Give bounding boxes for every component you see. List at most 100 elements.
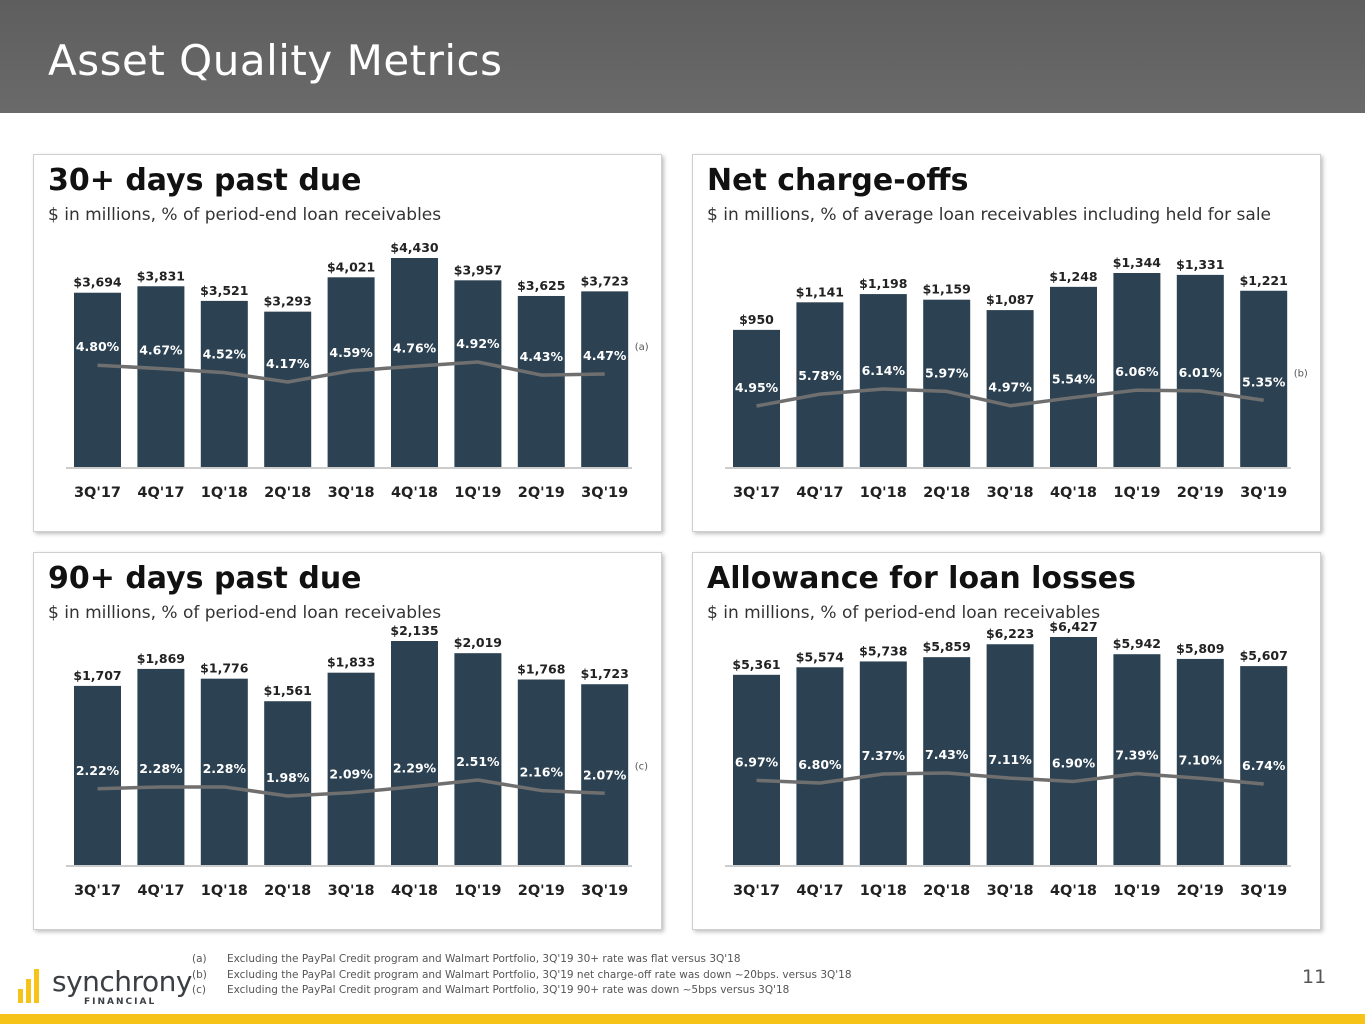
chart-title: Net charge-offs (707, 163, 969, 198)
category-tick-label: 2Q'19 (518, 883, 565, 899)
footnote-text: Excluding the PayPal Credit program and … (227, 953, 741, 965)
synchrony-logo-icon (18, 969, 39, 1003)
rate-value-label: 7.43% (925, 747, 969, 762)
rate-value-label: 6.97% (735, 754, 779, 769)
bar-value-label: $1,221 (1240, 273, 1288, 288)
footnote-b: (b) Excluding the PayPal Credit program … (192, 968, 852, 984)
category-tick-label: 1Q'18 (860, 485, 907, 501)
bar-value-label: $1,768 (517, 662, 565, 677)
category-tick-label: 4Q'17 (137, 485, 184, 501)
bar-4Q'17 (137, 286, 185, 467)
bar-value-label: $1,159 (923, 282, 971, 297)
page-number: 11 (1302, 966, 1327, 988)
category-tick-label: 4Q'18 (391, 485, 438, 501)
bar-value-label: $1,198 (859, 276, 907, 291)
bar-value-label: $4,430 (390, 240, 439, 255)
footnote-label: (a) (192, 953, 207, 965)
rate-value-label: 5.35% (1242, 374, 1286, 389)
rate-value-label: 4.97% (988, 380, 1032, 395)
bar-2Q'19 (1176, 658, 1224, 865)
bar-value-label: $3,625 (517, 278, 565, 293)
category-tick-label: 4Q'17 (796, 485, 843, 501)
rate-value-label: 7.39% (1115, 748, 1159, 763)
bar-value-label: $5,859 (923, 639, 971, 654)
bar-4Q'18 (1050, 286, 1097, 467)
category-tick-label: 1Q'18 (201, 883, 248, 899)
bar-3Q'18 (986, 644, 1034, 865)
rate-value-label: 2.09% (329, 767, 373, 782)
bar-value-label: $1,776 (200, 661, 249, 676)
logo-wordmark: synchrony (52, 965, 192, 998)
rate-value-label: 4.80% (76, 339, 120, 354)
footnote-label: (b) (192, 968, 207, 981)
bar-value-label: $2,135 (390, 623, 438, 638)
rate-value-label: 6.01% (1179, 365, 1223, 380)
category-tick-label: 1Q'18 (860, 883, 907, 899)
category-tick-label: 2Q'19 (1177, 485, 1224, 501)
rate-value-label: 2.07% (583, 767, 627, 782)
rate-value-label: 7.10% (1179, 752, 1223, 767)
bar-value-label: $5,361 (732, 657, 780, 672)
chart-90-days-past-due: $1,707 3Q'17 $1,869 4Q'17 $1,776 1Q'18 $1,561 2… (66, 623, 648, 899)
bar-value-label: $950 (739, 312, 774, 327)
rate-line (97, 360, 605, 384)
footnote-c: (c) Excluding the PayPal Credit program … (192, 983, 852, 999)
bar-3Q'18 (327, 672, 375, 865)
rate-value-label: 5.54% (1052, 372, 1096, 387)
category-tick-label: 2Q'18 (264, 485, 311, 501)
chart-30-days-past-due: $3,694 3Q'17 $3,831 4Q'17 $3,521 1Q'18 $3,293 2… (66, 240, 649, 501)
category-tick-label: 3Q'17 (733, 485, 780, 501)
rate-value-label: 2.16% (520, 765, 564, 780)
rate-line (97, 778, 605, 798)
bar-value-label: $1,707 (73, 668, 121, 683)
footnote-marker: (c) (635, 761, 648, 772)
chart-title: Allowance for loan losses (707, 561, 1136, 596)
category-tick-label: 1Q'19 (1113, 883, 1160, 899)
category-tick-label: 1Q'19 (1113, 485, 1160, 501)
rate-value-label: 2.22% (76, 763, 120, 778)
category-tick-label: 3Q'18 (328, 485, 375, 501)
rate-value-label: 2.51% (456, 754, 500, 769)
category-tick-label: 2Q'18 (923, 485, 970, 501)
header-bar: Asset Quality Metrics (0, 0, 1365, 113)
footnotes: (a) Excluding the PayPal Credit program … (192, 952, 852, 999)
chart-panel-30-days-past-due: 30+ days past due $ in millions, % of pe… (33, 154, 662, 532)
rate-value-label: 7.37% (862, 748, 906, 763)
bar-value-label: $1,723 (581, 666, 629, 681)
bar-value-label: $4,021 (327, 259, 375, 274)
bar-value-label: $5,607 (1240, 648, 1288, 663)
bar-4Q'17 (137, 668, 185, 865)
bar-2Q'18 (264, 701, 312, 865)
accent-bar (0, 1014, 1365, 1024)
bar-2Q'18 (264, 311, 312, 467)
bar-value-label: $5,942 (1113, 636, 1161, 651)
rate-value-label: 6.90% (1052, 755, 1096, 770)
bar-3Q'19 (1240, 666, 1288, 865)
bar-1Q'18 (859, 294, 907, 467)
rate-value-label: 4.76% (393, 340, 437, 355)
category-tick-label: 4Q'17 (796, 883, 843, 899)
footnote-text: Excluding the PayPal Credit program and … (227, 984, 790, 996)
rate-value-label: 4.52% (203, 347, 247, 362)
category-tick-label: 3Q'18 (328, 883, 375, 899)
chart-subtitle: $ in millions, % of average loan receiva… (707, 205, 1272, 225)
bar-3Q'19 (1240, 290, 1288, 467)
bar-2Q'19 (517, 295, 565, 467)
bar-1Q'18 (859, 661, 907, 865)
footnote-a: (a) Excluding the PayPal Credit program … (192, 952, 852, 968)
bar-2Q'19 (517, 679, 565, 865)
logo-subtitle: FINANCIAL (84, 997, 157, 1007)
category-tick-label: 4Q'18 (1050, 485, 1097, 501)
rate-value-label: 1.98% (266, 770, 310, 785)
rate-value-label: 6.06% (1115, 364, 1159, 379)
bar-2Q'18 (923, 299, 971, 467)
category-tick-label: 2Q'19 (1177, 883, 1224, 899)
bar-4Q'17 (796, 302, 844, 467)
bar-value-label: $3,831 (137, 268, 185, 283)
rate-value-label: 4.47% (583, 348, 627, 363)
bar-4Q'18 (1050, 637, 1097, 865)
chart-subtitle: $ in millions, % of period-end loan rece… (48, 205, 442, 225)
bar-value-label: $6,223 (986, 626, 1034, 641)
bar-1Q'18 (200, 678, 248, 865)
category-tick-label: 3Q'17 (74, 883, 121, 899)
